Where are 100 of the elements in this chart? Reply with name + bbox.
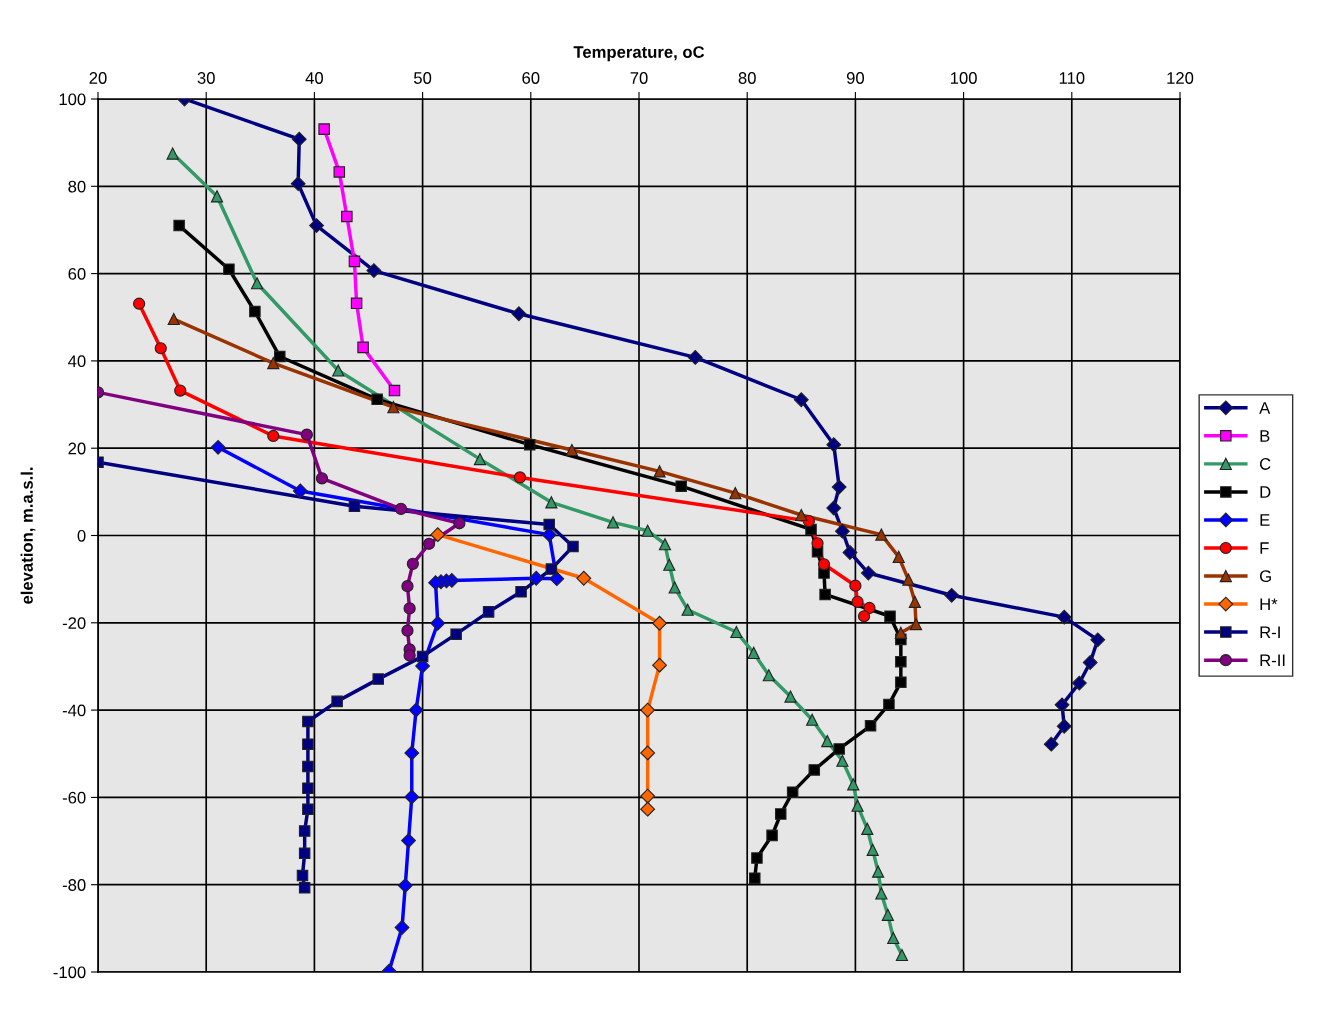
point	[747, 646, 760, 660]
point	[819, 588, 831, 601]
point	[751, 852, 763, 864]
point	[860, 565, 876, 581]
point	[315, 472, 329, 485]
point	[401, 833, 416, 849]
x-tick-label: 50	[414, 72, 432, 84]
point	[842, 545, 858, 560]
point	[331, 695, 343, 708]
point	[545, 563, 558, 575]
point	[292, 483, 308, 499]
legend-label: B	[1260, 430, 1270, 442]
point	[687, 349, 703, 365]
point	[348, 500, 361, 513]
point	[892, 550, 905, 563]
point	[652, 615, 667, 631]
point	[902, 573, 915, 586]
point	[883, 698, 895, 711]
point	[388, 384, 401, 397]
legend-label: F	[1260, 542, 1269, 554]
point	[640, 745, 656, 761]
point	[298, 881, 311, 894]
y-tick-label: -100	[53, 966, 86, 979]
point	[154, 342, 167, 355]
point	[784, 690, 797, 703]
y-tick-label: 20	[68, 442, 86, 455]
point	[541, 527, 557, 543]
point	[543, 518, 555, 531]
point	[404, 745, 420, 761]
point	[473, 453, 487, 466]
point	[372, 673, 385, 685]
point	[884, 610, 896, 623]
point	[847, 778, 860, 791]
point	[831, 479, 847, 495]
point	[826, 500, 842, 516]
point	[250, 277, 264, 290]
point	[875, 887, 888, 900]
point	[416, 650, 429, 663]
point	[640, 801, 656, 817]
point	[428, 575, 444, 591]
point	[641, 524, 654, 537]
point	[1043, 736, 1059, 752]
point	[333, 166, 346, 178]
point	[133, 297, 146, 310]
point	[851, 595, 864, 608]
point	[210, 439, 226, 455]
point	[606, 516, 620, 529]
y-tick-label: 40	[68, 355, 86, 368]
legend-label: D	[1260, 486, 1271, 498]
y-tick-label: 80	[68, 180, 86, 193]
legend-label: E	[1260, 514, 1270, 526]
point	[332, 364, 345, 377]
point	[302, 715, 314, 728]
point	[371, 393, 383, 406]
point	[640, 788, 656, 804]
point	[857, 610, 871, 623]
point	[749, 872, 761, 884]
x-tick-label: 40	[305, 72, 324, 84]
point	[267, 429, 280, 443]
point	[302, 782, 314, 794]
point	[249, 305, 261, 318]
x-tick-label: 80	[738, 72, 756, 84]
point	[450, 628, 462, 640]
point	[567, 540, 579, 553]
point	[861, 822, 874, 835]
point	[422, 537, 436, 550]
x-tick-label: 90	[846, 72, 865, 84]
point	[549, 571, 565, 587]
point	[523, 438, 536, 451]
point	[401, 580, 414, 593]
point	[403, 602, 416, 615]
point	[300, 428, 313, 441]
y-tick-label: -60	[62, 791, 86, 804]
point	[795, 508, 808, 522]
point	[895, 676, 907, 688]
point	[762, 669, 775, 682]
point	[406, 557, 419, 570]
point	[167, 312, 180, 326]
point	[290, 176, 306, 192]
point	[766, 829, 778, 842]
point	[298, 825, 311, 837]
point	[833, 743, 845, 755]
point	[817, 558, 831, 571]
x-tick-label: 70	[630, 72, 648, 84]
point	[174, 384, 187, 397]
point	[348, 255, 361, 268]
point	[1056, 609, 1072, 625]
point	[210, 190, 224, 203]
x-tick-label: 30	[197, 72, 215, 84]
point	[298, 847, 311, 860]
y-tick-label: 100	[59, 93, 86, 106]
legend-label: G	[1259, 570, 1271, 583]
point	[515, 586, 527, 598]
legend-label: H*	[1260, 598, 1278, 610]
point	[296, 869, 309, 882]
x-axis-title: Temperature, oC	[573, 46, 705, 62]
legend-label: R-II	[1260, 654, 1285, 666]
point	[166, 147, 179, 160]
x-tick-label: 110	[1059, 72, 1085, 84]
point	[408, 702, 424, 718]
